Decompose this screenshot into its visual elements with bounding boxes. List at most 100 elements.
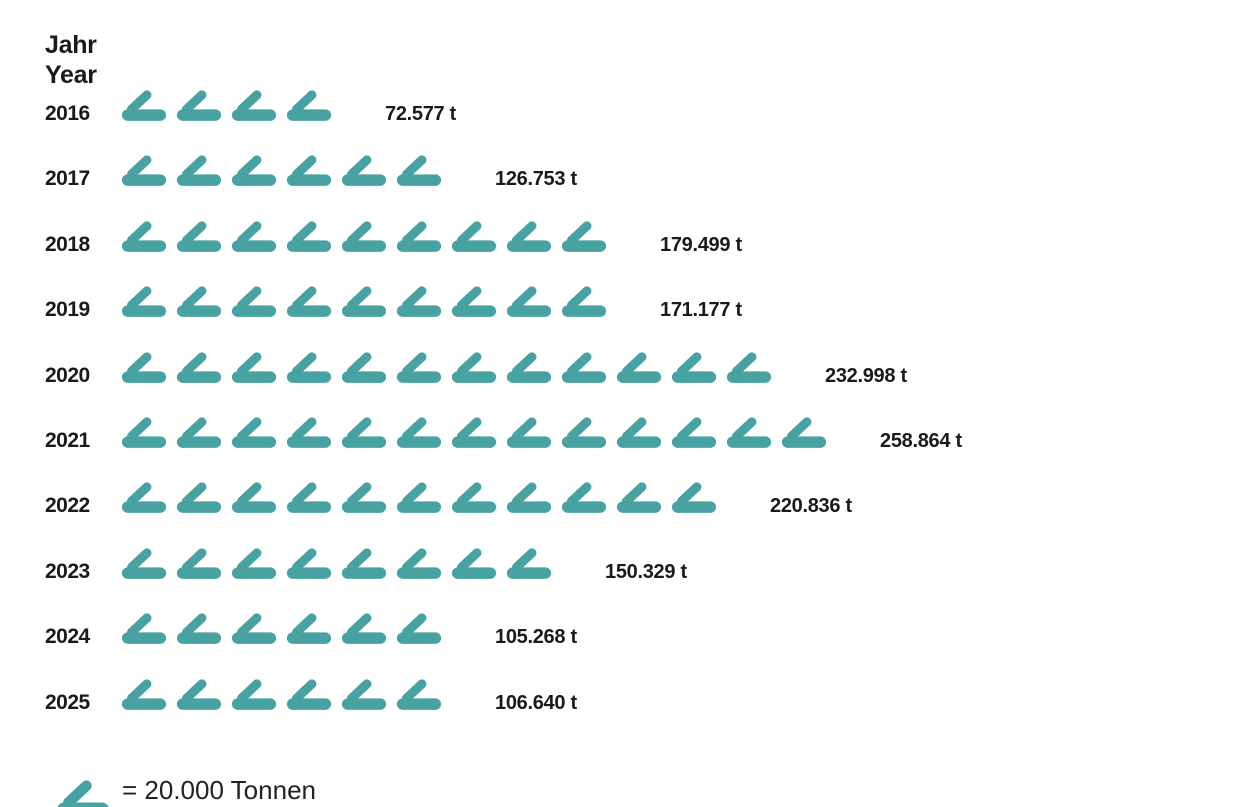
plane-landing-icon — [395, 547, 443, 580]
plane-landing-icon — [120, 481, 168, 514]
plane-landing-icon — [120, 547, 168, 580]
plane-landing-icon — [175, 612, 223, 645]
plane-landing-icon — [340, 351, 388, 384]
plane-landing-icon — [450, 416, 498, 449]
plane-landing-icon — [505, 416, 553, 449]
plane-landing-icon — [55, 779, 111, 807]
year-label: 2024 — [45, 625, 90, 649]
value-label: 72.577 t — [385, 103, 456, 125]
plane-landing-icon — [175, 154, 223, 187]
year-label: 2025 — [45, 690, 90, 714]
plane-landing-icon — [560, 285, 608, 318]
plane-landing-icon — [285, 285, 333, 318]
value-label: 220.836 t — [770, 495, 852, 518]
plane-landing-icon — [340, 285, 388, 318]
chart-row-inner: 2019 171.177 t — [45, 284, 742, 322]
plane-landing-icon — [725, 351, 773, 384]
plane-landing-icon — [340, 678, 388, 711]
plane-landing-icon — [780, 416, 828, 449]
plane-landing-icon — [230, 351, 278, 384]
plane-landing-icon — [120, 678, 168, 711]
plane-landing-icon — [670, 481, 718, 514]
legend-label: = 20.000 Tonnen — [122, 775, 316, 805]
plane-landing-icon — [175, 481, 223, 514]
plane-landing-icon — [505, 547, 553, 580]
plane-landing-icon — [340, 547, 388, 580]
legend: = 20.000 Tonnen — [55, 775, 316, 807]
year-label: 2022 — [45, 494, 90, 518]
plane-landing-icon — [670, 351, 718, 384]
chart-row-inner: 2023 150.329 t — [45, 546, 687, 583]
plane-landing-icon — [120, 612, 168, 645]
plane-landing-icon — [395, 154, 443, 187]
plane-landing-icon — [560, 416, 608, 449]
plane-landing-icon — [285, 154, 333, 187]
plane-landing-icon — [450, 351, 498, 384]
plane-landing-icon — [175, 220, 223, 253]
plane-landing-icon — [230, 481, 278, 514]
plane-landing-icon — [230, 416, 278, 449]
axis-header-year: Year — [45, 61, 97, 89]
axis-header-jahr: Jahr — [45, 31, 97, 59]
plane-landing-icon — [230, 547, 278, 580]
plane-landing-icon — [615, 481, 663, 514]
chart-row-inner: 2025 106.640 t — [45, 677, 577, 714]
plane-landing-icon — [395, 612, 443, 645]
plane-landing-icon — [230, 154, 278, 187]
plane-landing-icon — [285, 351, 333, 384]
chart-row-inner: 2018 179.499 t — [45, 219, 742, 256]
chart-row-inner: 2021 258.864 t — [45, 415, 962, 451]
plane-landing-icon — [505, 351, 553, 384]
chart-row-2017: 2017 126.753 t — [45, 153, 1242, 218]
plane-landing-icon — [505, 220, 553, 253]
chart-row-2022: 2022 220.836 t — [45, 480, 1242, 545]
plane-landing-icon — [120, 220, 168, 253]
value-label: 126.753 t — [495, 168, 577, 191]
plane-landing-icon — [340, 154, 388, 187]
plane-landing-icon — [175, 89, 223, 122]
plane-landing-icon — [560, 220, 608, 253]
chart-row-2025: 2025 106.640 t — [45, 677, 1242, 742]
plane-landing-icon — [285, 481, 333, 514]
chart-row-inner: 2016 72.577 t — [45, 88, 456, 125]
plane-landing-icon — [395, 481, 443, 514]
year-label: 2023 — [45, 559, 90, 583]
icon-strip — [120, 416, 835, 449]
year-label: 2019 — [45, 298, 90, 322]
plane-landing-icon — [450, 481, 498, 514]
plane-landing-icon — [285, 416, 333, 449]
plane-landing-icon — [340, 416, 388, 449]
icon-strip — [120, 612, 450, 645]
plane-landing-icon — [340, 481, 388, 514]
value-label: 106.640 t — [495, 691, 577, 714]
icon-strip — [120, 351, 780, 384]
year-label: 2020 — [45, 363, 90, 387]
plane-landing-icon — [505, 285, 553, 318]
year-label: 2018 — [45, 232, 90, 256]
chart-row-inner: 2024 105.268 t — [45, 611, 577, 649]
plane-landing-icon — [120, 416, 168, 449]
plane-landing-icon — [615, 416, 663, 449]
icon-strip — [120, 678, 450, 711]
plane-landing-icon — [175, 416, 223, 449]
plane-landing-icon — [230, 612, 278, 645]
chart-row-2021: 2021 258.864 t — [45, 415, 1242, 480]
plane-landing-icon — [120, 154, 168, 187]
axis-header: Jahr Year — [45, 30, 97, 90]
plane-landing-icon — [175, 285, 223, 318]
plane-landing-icon — [560, 481, 608, 514]
plane-landing-icon — [505, 481, 553, 514]
chart-rows: 2016 72.577 t 2017 126.753 t 2018 179.499 t 20… — [45, 88, 1242, 742]
plane-landing-icon — [395, 678, 443, 711]
value-label: 179.499 t — [660, 233, 742, 256]
icon-strip — [120, 547, 560, 580]
value-label: 150.329 t — [605, 560, 687, 583]
plane-landing-icon — [395, 416, 443, 449]
plane-landing-icon — [230, 89, 278, 122]
plane-landing-icon — [395, 351, 443, 384]
plane-landing-icon — [285, 220, 333, 253]
plane-landing-icon — [450, 285, 498, 318]
plane-landing-icon — [560, 351, 608, 384]
plane-landing-icon — [230, 285, 278, 318]
plane-landing-icon — [285, 89, 333, 122]
